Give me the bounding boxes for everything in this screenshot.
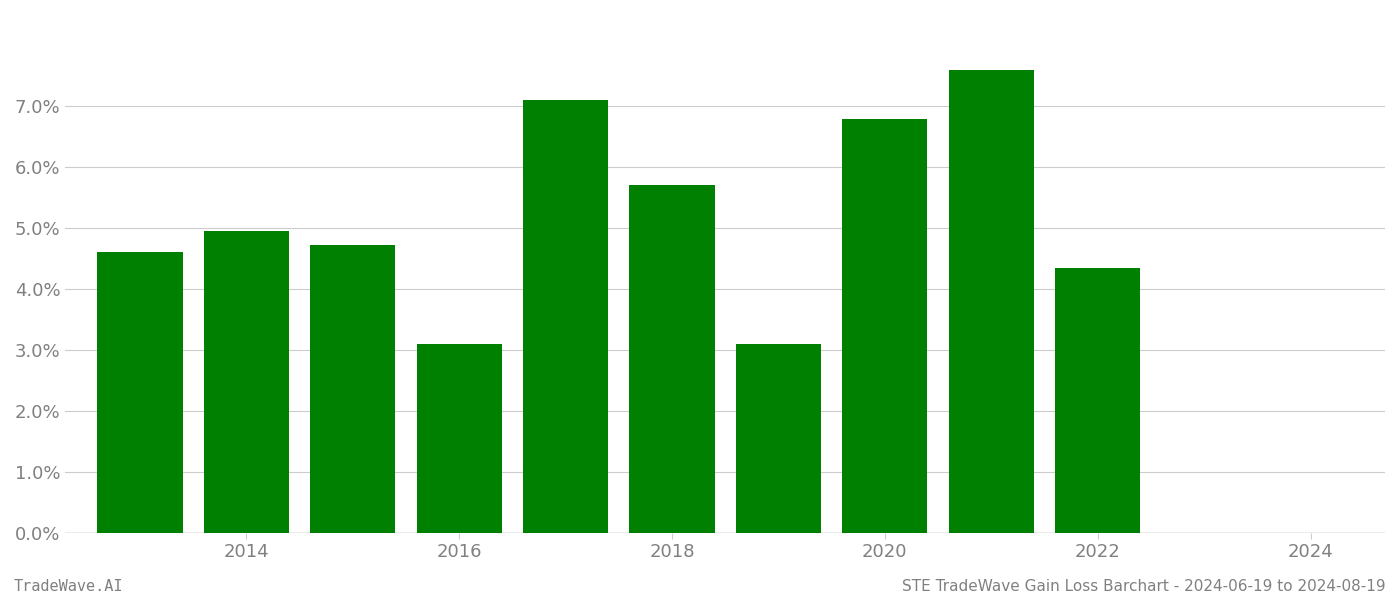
- Bar: [417, 344, 501, 533]
- Bar: [736, 344, 820, 533]
- Bar: [98, 253, 182, 533]
- Bar: [311, 245, 395, 533]
- Bar: [949, 70, 1033, 533]
- Text: TradeWave.AI: TradeWave.AI: [14, 579, 123, 594]
- Bar: [1056, 268, 1140, 533]
- Bar: [843, 119, 927, 533]
- Bar: [524, 100, 608, 533]
- Text: STE TradeWave Gain Loss Barchart - 2024-06-19 to 2024-08-19: STE TradeWave Gain Loss Barchart - 2024-…: [903, 579, 1386, 594]
- Bar: [630, 185, 714, 533]
- Bar: [204, 231, 288, 533]
